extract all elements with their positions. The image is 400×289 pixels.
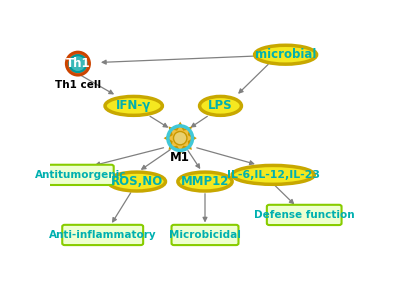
Text: IL-6,IL-12,IL-23: IL-6,IL-12,IL-23 (227, 170, 320, 180)
Text: Anti-inflammatory: Anti-inflammatory (49, 230, 156, 240)
Text: Th1 cell: Th1 cell (55, 80, 101, 90)
Ellipse shape (178, 172, 232, 191)
Text: LPS: LPS (208, 99, 233, 112)
Ellipse shape (174, 131, 187, 145)
Text: Microbicidal: Microbicidal (169, 230, 241, 240)
Text: M1: M1 (170, 151, 190, 164)
Text: MMP12: MMP12 (181, 175, 229, 188)
Ellipse shape (200, 97, 242, 115)
Text: ROS,NO: ROS,NO (111, 175, 163, 188)
FancyBboxPatch shape (48, 165, 114, 185)
FancyBboxPatch shape (62, 225, 143, 245)
Ellipse shape (232, 165, 314, 184)
Text: Th1: Th1 (66, 57, 90, 70)
Text: IFN-γ: IFN-γ (116, 99, 151, 112)
Ellipse shape (66, 52, 90, 75)
Ellipse shape (255, 45, 317, 64)
Text: Antitumorgenic: Antitumorgenic (35, 170, 127, 180)
FancyBboxPatch shape (267, 205, 342, 225)
Ellipse shape (105, 97, 162, 115)
Ellipse shape (69, 55, 86, 72)
Text: Defense function: Defense function (254, 210, 354, 220)
Ellipse shape (108, 172, 166, 191)
Text: microbial: microbial (255, 48, 316, 61)
FancyBboxPatch shape (172, 225, 238, 245)
Polygon shape (166, 124, 195, 153)
